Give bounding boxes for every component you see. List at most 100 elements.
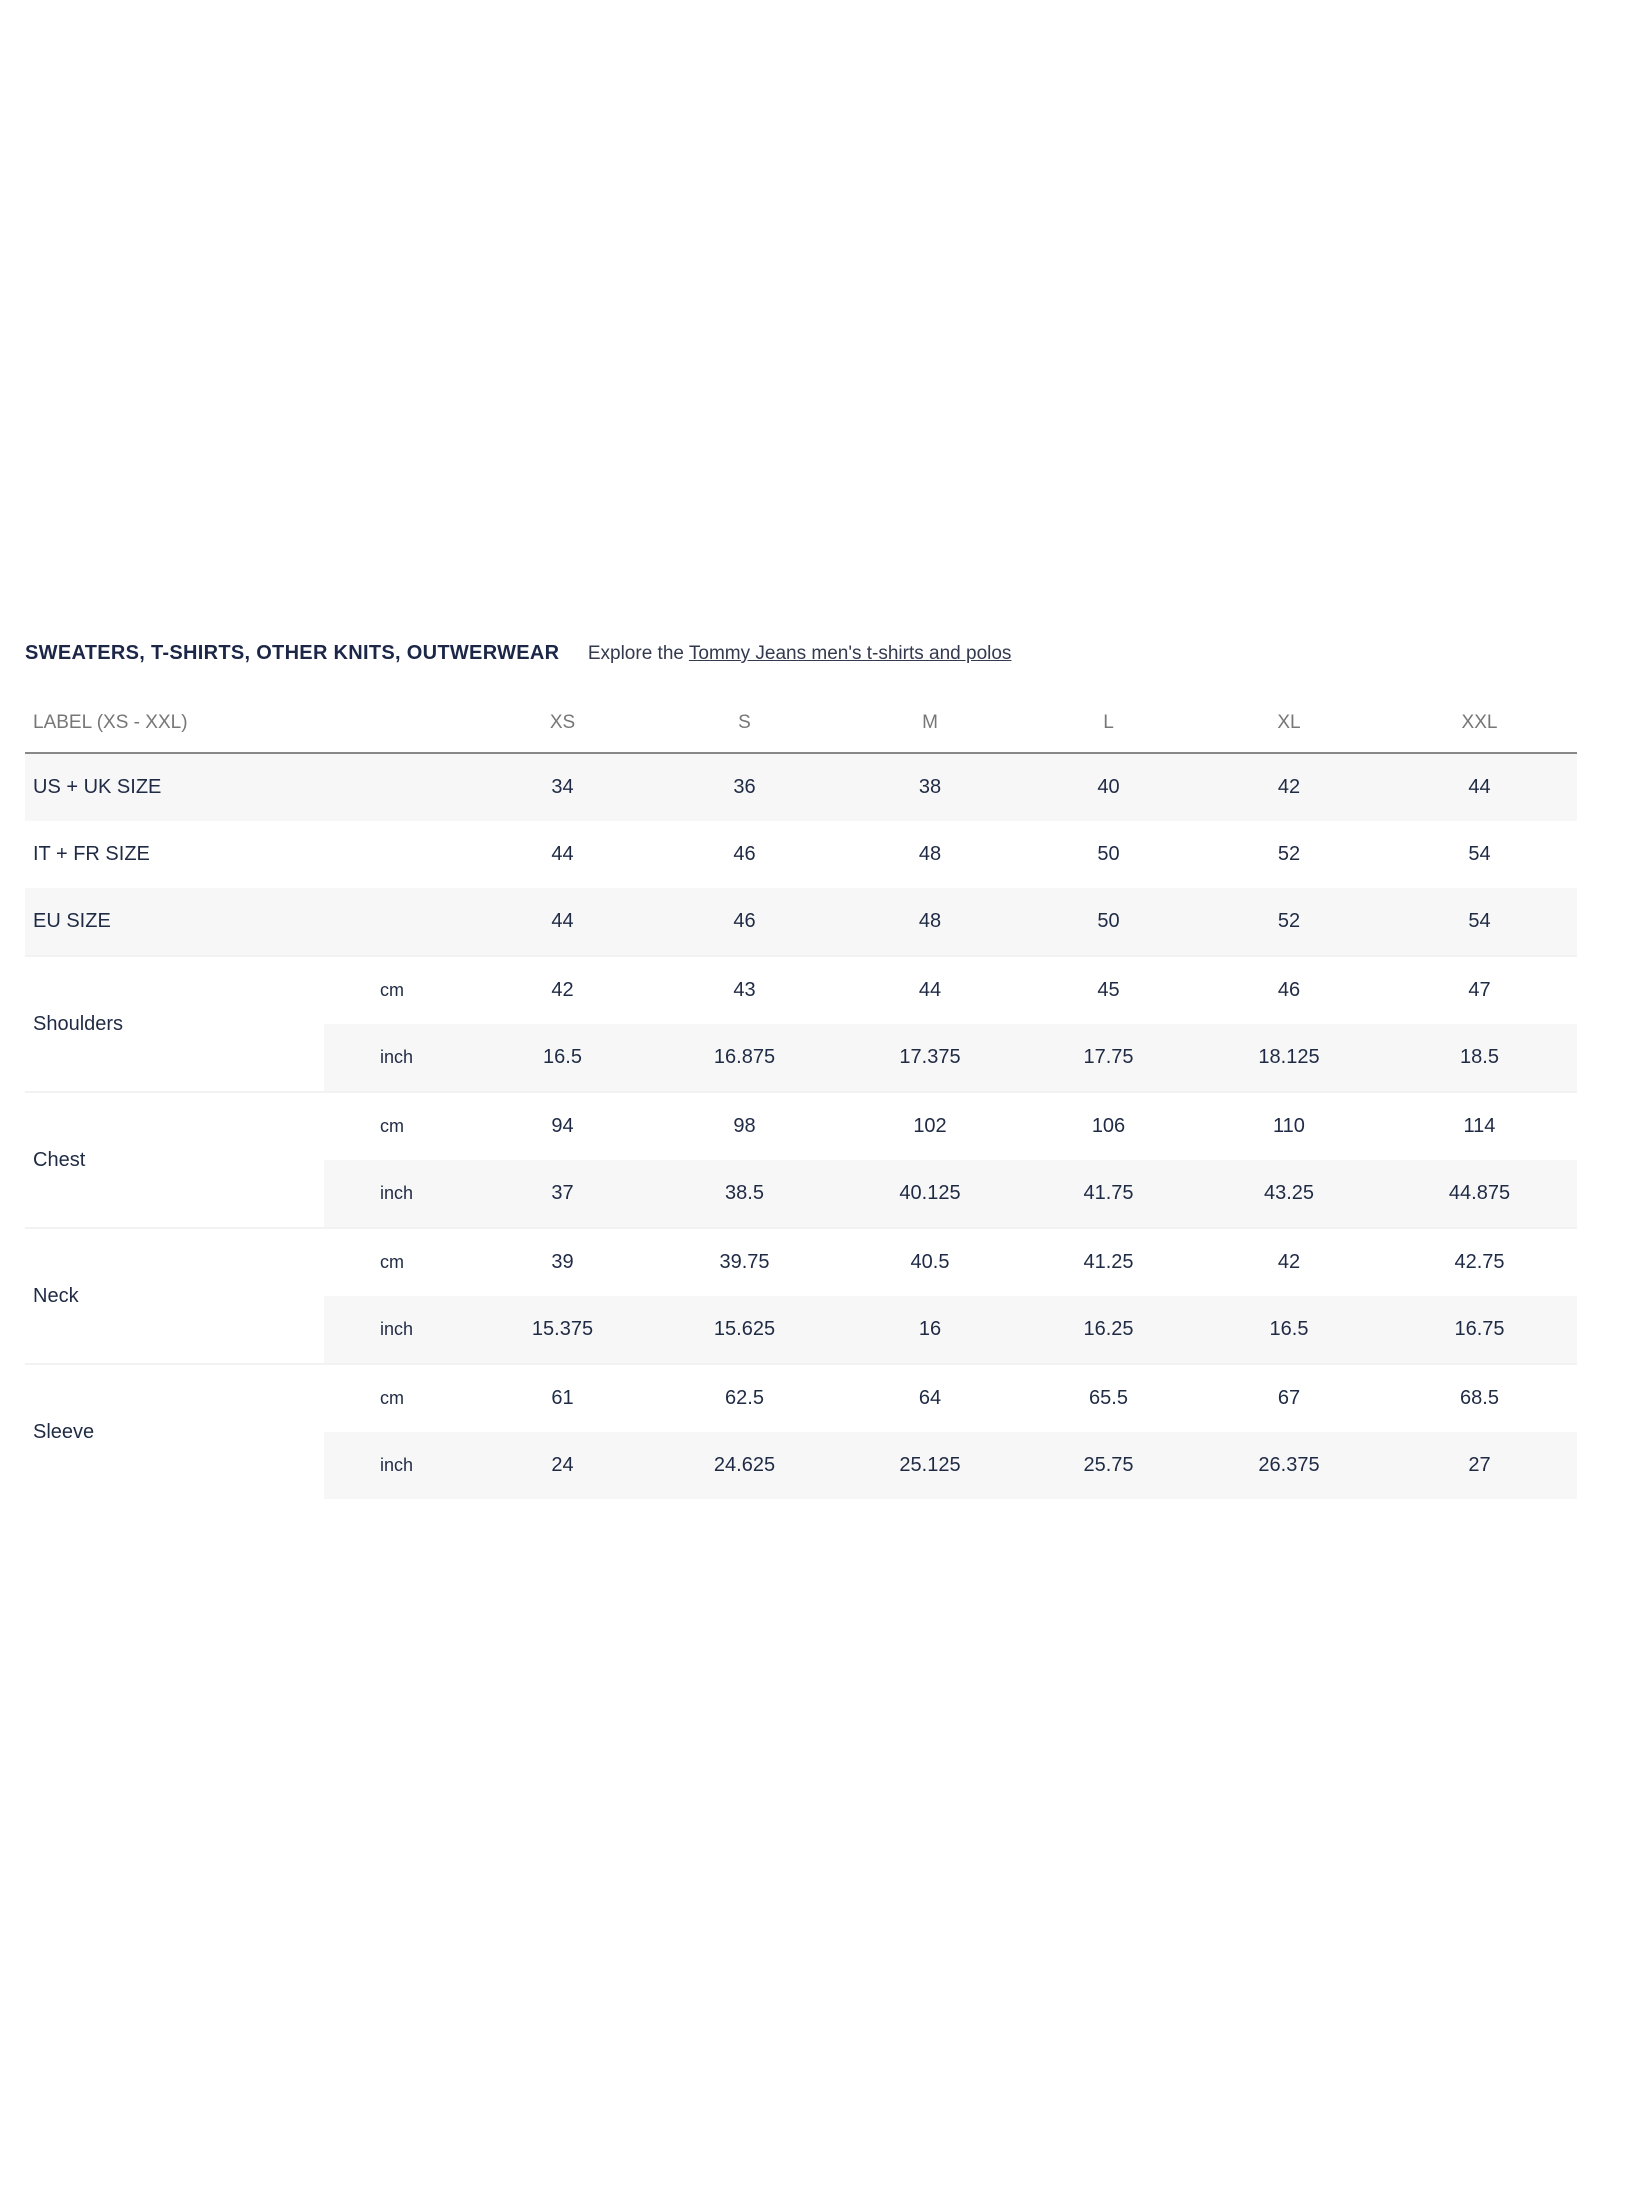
- header-row: LABEL (XS - XXL) XS S M L XL XXL: [25, 694, 1577, 753]
- cell-value: 16.5: [1196, 1296, 1382, 1364]
- cell-value: 24: [475, 1432, 650, 1499]
- cell-value: 24.625: [650, 1432, 839, 1499]
- unit-label: inch: [324, 1024, 475, 1092]
- cell-value: 114: [1382, 1091, 1577, 1160]
- table-row: Shoulders cm 42 43 44 45 46 47: [25, 955, 1577, 1092]
- label-header: LABEL (XS - XXL): [33, 712, 188, 733]
- cell-value: 46: [733, 843, 756, 865]
- measurement-label: Shoulders: [25, 955, 324, 1092]
- table-row: inch 24 24.625 25.125 25.75 26.375 27: [25, 1432, 1577, 1499]
- row-label: US + UK SIZE: [25, 753, 475, 821]
- cell-value: 47: [1382, 955, 1577, 1024]
- cell-value: 62.5: [650, 1363, 839, 1432]
- cell-value: 44: [551, 843, 574, 865]
- cell-value: 42: [1196, 1227, 1382, 1296]
- table-row: inch 16.5 16.875 17.375 17.75 18.125 18.5: [25, 1024, 1577, 1092]
- cell-value: 18.5: [1382, 1024, 1577, 1092]
- size-header-s: S: [738, 712, 751, 733]
- table-row: EU SIZE 44 46 48 50 52 54: [25, 888, 1577, 956]
- table-row: Neck cm 39 39.75 40.5 41.25 42 42.75: [25, 1227, 1577, 1364]
- cell-value: 34: [475, 753, 650, 821]
- cell-value: 54: [1382, 888, 1577, 956]
- unit-label: cm: [324, 1363, 475, 1432]
- cell-value: 50: [1021, 888, 1196, 956]
- table-row: inch 37 38.5 40.125 41.75 43.25 44.875: [25, 1160, 1577, 1228]
- cell-value: 15.625: [650, 1296, 839, 1364]
- cell-value: 44: [475, 888, 650, 956]
- cell-value: 41.25: [1021, 1227, 1196, 1296]
- cell-value: 25.125: [839, 1432, 1021, 1499]
- cell-value: 16.75: [1382, 1296, 1577, 1364]
- unit-label: cm: [324, 1227, 475, 1296]
- cell-value: 64: [839, 1363, 1021, 1432]
- size-header-xl: XL: [1277, 712, 1301, 733]
- cell-value: 48: [839, 888, 1021, 956]
- cell-value: 46: [1196, 955, 1382, 1024]
- cell-value: 65.5: [1021, 1363, 1196, 1432]
- cell-value: 98: [650, 1091, 839, 1160]
- cell-value: 16.5: [475, 1024, 650, 1092]
- table-row: US + UK SIZE 34 36 38 40 42 44: [25, 753, 1577, 821]
- table-row: Sleeve cm 61 62.5 64 65.5 67 68.5: [25, 1363, 1577, 1499]
- cell-value: 26.375: [1196, 1432, 1382, 1499]
- cell-value: 44: [1382, 753, 1577, 821]
- size-header-l: L: [1103, 712, 1114, 733]
- explore-link[interactable]: Tommy Jeans men's t-shirts and polos: [688, 643, 1012, 664]
- size-header-xxl: XXL: [1461, 712, 1498, 733]
- measurement-label: Neck: [25, 1227, 324, 1364]
- cell-value: 40: [1021, 753, 1196, 821]
- cell-value: 42: [475, 955, 650, 1024]
- cell-value: 17.75: [1021, 1024, 1196, 1092]
- table-row: inch 15.375 15.625 16 16.25 16.5 16.75: [25, 1296, 1577, 1364]
- cell-value: 42.75: [1382, 1227, 1577, 1296]
- unit-label: inch: [324, 1296, 475, 1364]
- table-row: IT + FR SIZE 44 46 48 50 52 54: [25, 821, 1577, 888]
- cell-value: 38.5: [650, 1160, 839, 1228]
- cell-value: 37: [475, 1160, 650, 1228]
- cell-value: 17.375: [839, 1024, 1021, 1092]
- measurement-label: Sleeve: [25, 1363, 324, 1499]
- row-label: EU SIZE: [25, 888, 475, 956]
- cell-value: 18.125: [1196, 1024, 1382, 1092]
- unit-label: cm: [324, 1091, 475, 1160]
- unit-label: inch: [324, 1160, 475, 1228]
- explore-prefix: Explore the: [587, 643, 684, 664]
- cell-value: 40.5: [839, 1227, 1021, 1296]
- table-row: Chest cm 94 98 102 106 110 114: [25, 1091, 1577, 1228]
- cell-value: 43.25: [1196, 1160, 1382, 1228]
- cell-value: 45: [1021, 955, 1196, 1024]
- cell-value: 16.875: [650, 1024, 839, 1092]
- cell-value: 25.75: [1021, 1432, 1196, 1499]
- size-header-xs: XS: [549, 712, 576, 733]
- cell-value: 94: [475, 1091, 650, 1160]
- cell-value: 67: [1196, 1363, 1382, 1432]
- cell-value: 38: [839, 753, 1021, 821]
- section-title: SWEATERS, T-SHIRTS, OTHER KNITS, OUTWERW…: [25, 642, 560, 664]
- cell-value: 27: [1382, 1432, 1577, 1499]
- cell-value: 48: [918, 843, 942, 865]
- explore-text: Explore the Tommy Jeans men's t-shirts a…: [588, 643, 1012, 664]
- cell-value: 61: [475, 1363, 650, 1432]
- cell-value: 52: [1277, 843, 1301, 865]
- cell-value: 52: [1196, 888, 1382, 956]
- cell-value: 110: [1196, 1091, 1382, 1160]
- cell-value: 40.125: [839, 1160, 1021, 1228]
- cell-value: 54: [1468, 843, 1491, 865]
- cell-value: 68.5: [1382, 1363, 1577, 1432]
- cell-value: 16: [839, 1296, 1021, 1364]
- cell-value: 42: [1196, 753, 1382, 821]
- unit-label: inch: [324, 1432, 475, 1499]
- cell-value: 102: [839, 1091, 1021, 1160]
- cell-value: 39.75: [650, 1227, 839, 1296]
- cell-value: 39: [475, 1227, 650, 1296]
- cell-value: 44.875: [1382, 1160, 1577, 1228]
- size-header-m: M: [922, 712, 938, 733]
- cell-value: 16.25: [1021, 1296, 1196, 1364]
- cell-value: 43: [650, 955, 839, 1024]
- unit-label: cm: [324, 955, 475, 1024]
- measurement-label: Chest: [25, 1091, 324, 1228]
- cell-value: 41.75: [1021, 1160, 1196, 1228]
- cell-value: 36: [650, 753, 839, 821]
- cell-value: 46: [650, 888, 839, 956]
- cell-value: 50: [1097, 843, 1120, 865]
